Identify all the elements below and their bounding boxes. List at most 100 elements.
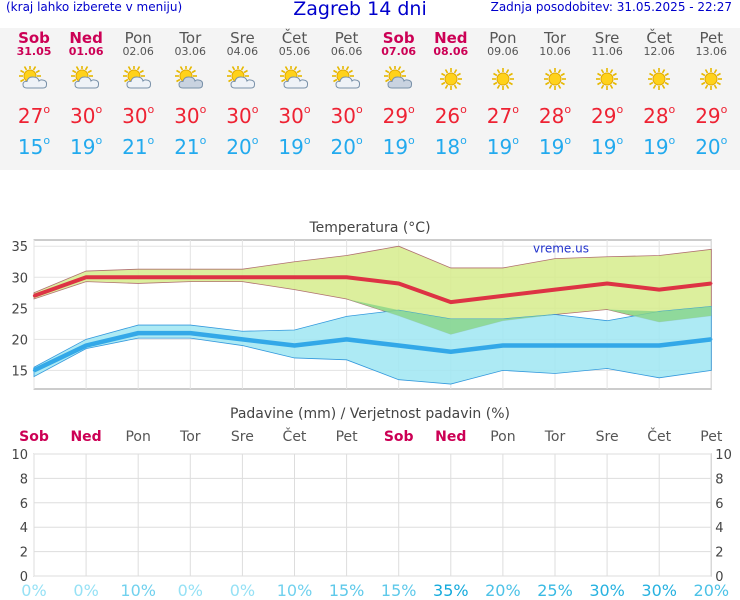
x-tick-label: Pon [125,429,151,445]
min-temperature-line-point [658,344,661,347]
max-temperature-line-point [658,288,661,291]
sun-icon [544,68,566,90]
min-temperature-line-point [605,344,609,347]
max-temperature: 29o [382,103,415,128]
min-temperature: 21o [122,134,155,159]
max-temperature-line-point [710,282,713,285]
partly-cloudy-sun-icon [331,66,360,89]
day-name: Pet [699,29,724,47]
rain-probability: 30% [589,581,625,600]
day-column: Tor 03.06 30o 21o [164,30,216,160]
day-name: Sob [382,29,415,47]
x-tick-label: Tor [544,429,566,445]
min-temperature: 19o [643,134,676,159]
rain-probability: 10% [120,581,156,600]
day-date: 10.06 [539,45,571,58]
day-date: 04.06 [226,45,259,58]
day-column: Pet 06.06 30o 20o [321,30,373,160]
day-name: Čet [281,29,308,47]
min-temperature-line-point [710,338,713,341]
max-temperature: 30o [226,103,259,128]
y-tick-label: 20 [11,333,28,348]
max-temperature-line-point [241,276,244,279]
forecast-panel [0,28,740,170]
day-column: Čet 12.06 28o 19o [633,30,685,160]
x-tick-label: Čet [647,429,672,445]
x-tick-label: Ned [70,429,102,445]
day-name: Sre [594,29,620,47]
day-column: Čet 05.06 30o 19o [269,30,321,160]
precipitation-chart: 0 0 2 2 4 4 6 6 8 8 10 10 [11,448,731,585]
rain-probability: 0% [229,581,256,600]
day-name: Ned [69,29,103,47]
day-column: Sre 04.06 30o 20o [216,30,268,160]
min-temperature: 21o [174,134,207,159]
max-temperature: 27o [17,103,51,128]
last-updated: Zadnja posodobitev: 31.05.2025 - 22:27 [490,0,732,14]
min-temperature-line-point [189,331,192,335]
max-temperature-line-point [293,276,296,279]
plot-area [33,453,712,577]
y-tick-label-right: 2 [715,546,723,561]
x-tick-label: Ned [435,429,467,445]
temperature-chart: 15 20 25 30 35 vreme.us [11,239,713,390]
y-tick-label-right: 0 [715,570,723,585]
x-tick-label: Pet [335,429,358,445]
partly-cloudy-sun-icon [71,66,100,89]
min-temperature: 20o [695,134,728,159]
max-temperature-line-point [449,300,452,304]
day-name: Sre [230,29,255,47]
day-name: Pon [124,29,152,47]
precipitation-chart-title: Padavine (mm) / Verjetnost padavin (%) [230,406,510,422]
day-name: Tor [544,29,566,47]
max-temperature: 29o [591,103,624,128]
x-tick-label: Čet [282,429,307,445]
day-name: Pon [489,29,517,47]
min-temperature-line [33,330,712,373]
rain-probability: 25% [537,581,573,600]
max-temperature: 30o [174,103,207,128]
min-temperature: 15o [17,134,51,159]
max-temperature: 30o [70,103,103,128]
min-temperature-line-point [137,331,140,335]
day-column: Sob 07.06 29o 19o [373,30,425,160]
y-tick-label: 25 [11,302,28,317]
max-temperature-line-point [345,276,348,279]
min-temperature-line-point [553,344,557,347]
max-temperature: 28o [538,103,572,128]
partly-cloudy-sun-icon [279,66,308,89]
watermark: vreme.us [533,241,589,255]
y-tick-label: 6 [20,497,28,512]
x-tick-label: Sob [19,429,49,445]
y-tick-label: 0 [20,570,28,585]
rain-probability: 0% [177,581,203,600]
day-column: Ned 08.06 26o 18o [425,30,477,160]
day-column: Sre 11.06 29o 19o [581,30,633,160]
menu-hint: (kraj lahko izberete v meniju) [6,0,183,14]
partly-cloudy-sun-icon [123,66,152,89]
min-temperature: 20o [330,134,363,159]
min-temperature-line-point [345,338,348,341]
rain-probability: 20% [485,581,521,600]
max-temperature-line [33,275,712,305]
max-temperature: 27o [486,103,519,128]
min-temperature-line-point [449,350,452,353]
y-tick-label: 10 [11,448,28,463]
rain-probability: 15% [380,581,417,600]
day-date: 03.06 [174,45,207,58]
sun-icon [596,68,619,90]
max-temperature: 28o [643,103,676,128]
day-column: Ned 01.06 30o 19o [60,30,112,160]
day-date: 09.06 [487,45,519,58]
cloudy-sun-icon [175,66,204,89]
max-temperature-line-point [605,282,609,285]
min-temperature-line-point [397,344,400,347]
x-tick-label: Pon [490,429,516,445]
day-date: 01.06 [68,45,104,58]
day-date: 12.06 [643,45,675,58]
day-column: Pon 09.06 27o 19o [477,30,529,160]
day-name: Tor [179,29,202,47]
max-temperature-line-point [501,294,505,298]
day-date: 02.06 [122,45,154,58]
min-temperature: 19o [70,134,103,159]
